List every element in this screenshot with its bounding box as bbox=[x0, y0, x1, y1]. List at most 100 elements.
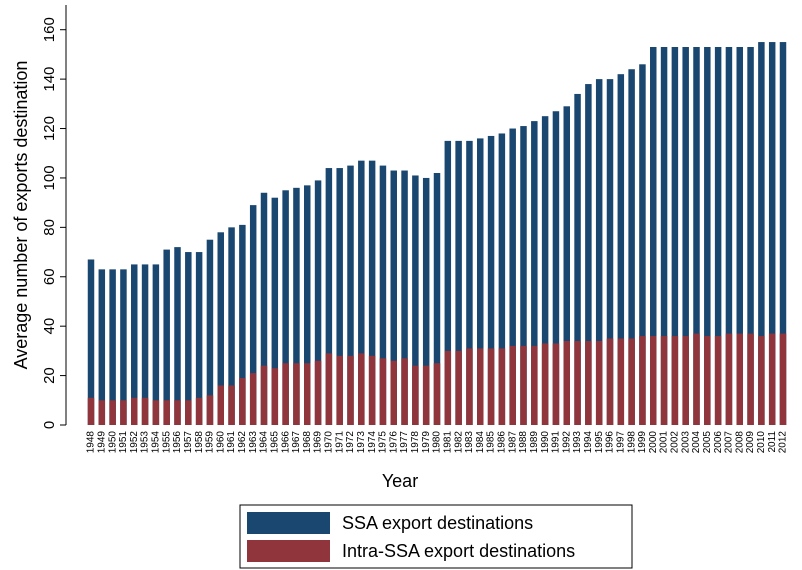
x-tick-label: 1992 bbox=[561, 431, 572, 454]
x-tick-label: 1964 bbox=[259, 431, 270, 454]
x-tick-label: 1977 bbox=[399, 431, 410, 454]
x-tick-label: 1948 bbox=[86, 431, 97, 454]
bar bbox=[120, 400, 127, 425]
bar bbox=[412, 365, 419, 425]
bar bbox=[444, 140, 452, 425]
bar bbox=[531, 345, 538, 425]
bar bbox=[671, 47, 679, 425]
x-tick-label: 1986 bbox=[497, 431, 508, 454]
bar bbox=[606, 79, 614, 425]
bar bbox=[249, 373, 257, 425]
bar bbox=[109, 269, 116, 425]
bar bbox=[736, 47, 743, 425]
bar bbox=[758, 42, 765, 425]
x-tick-label: 1960 bbox=[215, 431, 226, 454]
bar bbox=[109, 400, 116, 425]
x-tick-label: 1956 bbox=[172, 431, 183, 454]
bar bbox=[520, 126, 527, 425]
x-tick-label: 1993 bbox=[572, 431, 583, 454]
x-tick-label: 1965 bbox=[269, 431, 280, 454]
x-tick-label: 1959 bbox=[205, 431, 216, 454]
x-axis-title: Year bbox=[382, 471, 418, 491]
bar bbox=[401, 170, 408, 425]
y-tick-label: 0 bbox=[41, 421, 58, 429]
x-tick-label: 1970 bbox=[324, 431, 335, 454]
bar bbox=[152, 264, 160, 425]
bar bbox=[249, 205, 257, 425]
bar bbox=[747, 333, 754, 425]
bar bbox=[260, 365, 268, 425]
bar bbox=[595, 79, 603, 425]
bar bbox=[693, 47, 700, 425]
y-tick-label: 80 bbox=[41, 219, 58, 236]
bar bbox=[87, 259, 95, 425]
bar bbox=[487, 348, 495, 425]
bar bbox=[347, 355, 354, 425]
bar bbox=[714, 47, 722, 425]
bar bbox=[368, 160, 376, 425]
bar bbox=[509, 128, 516, 425]
x-tick-label: 1990 bbox=[540, 431, 551, 454]
bar bbox=[282, 363, 289, 425]
y-tick-label: 40 bbox=[41, 318, 58, 335]
y-axis-title: Average number of exports destination bbox=[11, 61, 31, 370]
bar bbox=[682, 47, 689, 425]
x-tick-label: 1958 bbox=[194, 431, 205, 454]
x-tick-label: 2011 bbox=[767, 431, 778, 453]
bar bbox=[563, 106, 570, 425]
bar bbox=[379, 165, 387, 425]
x-tick-label: 1952 bbox=[129, 431, 140, 454]
bar bbox=[174, 247, 181, 425]
x-tick-label: 1982 bbox=[453, 431, 464, 454]
x-tick-label: 2008 bbox=[734, 431, 745, 454]
bar bbox=[585, 341, 592, 425]
bar bbox=[325, 353, 333, 425]
bar bbox=[779, 42, 787, 425]
bar bbox=[704, 336, 711, 425]
x-tick-label: 1971 bbox=[334, 431, 345, 454]
bar bbox=[314, 360, 322, 425]
bar bbox=[282, 190, 289, 425]
bar bbox=[487, 135, 495, 426]
bar bbox=[98, 400, 106, 425]
bar bbox=[185, 400, 192, 425]
x-tick-label: 2007 bbox=[724, 431, 735, 454]
bar bbox=[390, 360, 397, 425]
x-tick-label: 1987 bbox=[507, 431, 518, 454]
bar bbox=[628, 338, 635, 425]
bar bbox=[422, 177, 430, 425]
bar bbox=[758, 336, 765, 425]
x-tick-label: 1963 bbox=[248, 431, 259, 454]
bar bbox=[574, 93, 581, 426]
x-tick-label: 1951 bbox=[118, 431, 129, 454]
x-tick-label: 1991 bbox=[551, 431, 562, 454]
x-tick-label: 1978 bbox=[410, 431, 421, 454]
bar bbox=[433, 173, 441, 425]
bar bbox=[131, 397, 138, 425]
legend-label: Intra-SSA export destinations bbox=[342, 541, 575, 561]
bar bbox=[304, 363, 311, 425]
bar bbox=[239, 378, 246, 425]
x-tick-label: 1962 bbox=[237, 431, 248, 454]
x-tick-label: 1984 bbox=[475, 431, 486, 454]
x-tick-label: 1994 bbox=[583, 431, 594, 454]
bar bbox=[293, 363, 300, 425]
x-tick-label: 2006 bbox=[713, 431, 724, 454]
bar bbox=[163, 400, 170, 425]
legend-label: SSA export destinations bbox=[342, 513, 533, 533]
bar bbox=[617, 74, 625, 426]
bar bbox=[314, 180, 322, 425]
x-tick-label: 2005 bbox=[702, 431, 713, 454]
bar bbox=[444, 350, 452, 425]
y-tick-label: 120 bbox=[41, 116, 58, 141]
x-tick-label: 1968 bbox=[302, 431, 313, 454]
x-tick-label: 1969 bbox=[313, 431, 324, 454]
bar bbox=[682, 336, 689, 425]
bar bbox=[520, 345, 527, 425]
bar bbox=[195, 252, 203, 425]
bar bbox=[531, 121, 538, 425]
x-tick-label: 1976 bbox=[388, 431, 399, 454]
bar bbox=[271, 368, 279, 425]
bar bbox=[239, 224, 246, 425]
bar bbox=[628, 69, 635, 425]
